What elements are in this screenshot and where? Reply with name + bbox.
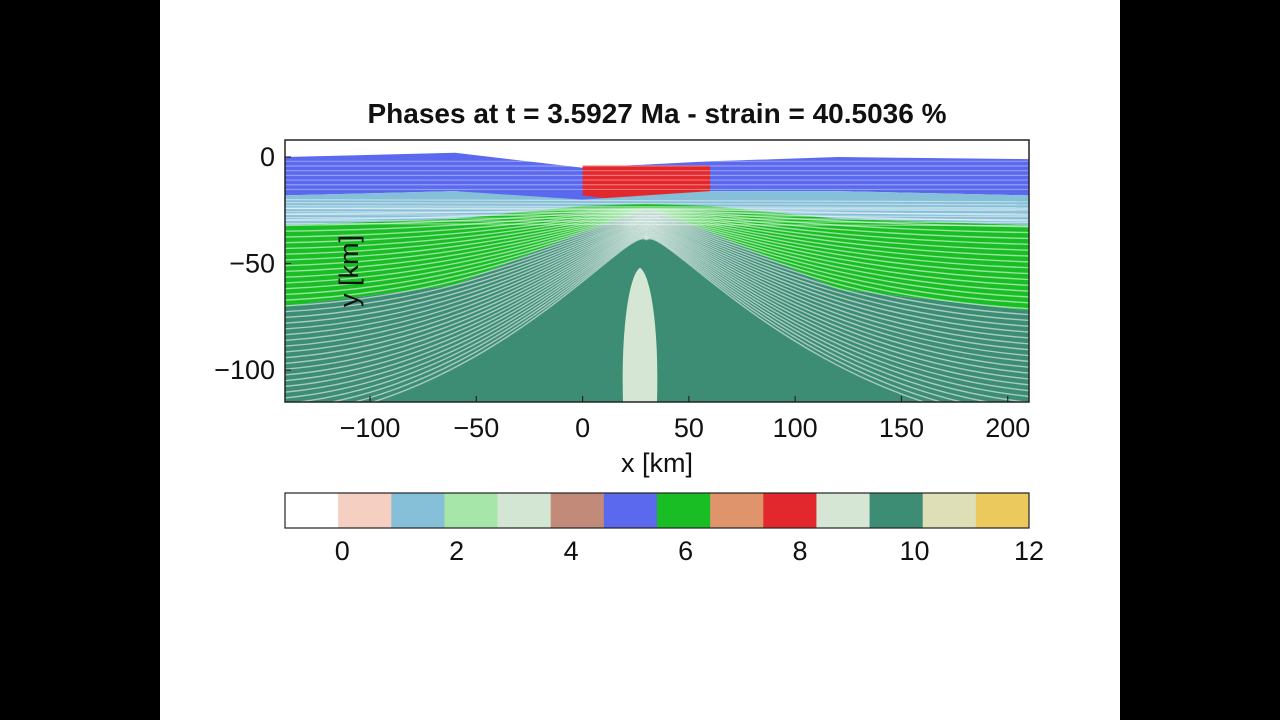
- band-line: [285, 214, 1029, 263]
- y-tick-label: 0: [260, 142, 275, 172]
- band-line: [285, 226, 1029, 345]
- band-line: [285, 218, 1029, 286]
- crust-band-line: [285, 222, 1029, 227]
- band-line: [285, 233, 1029, 392]
- band-line: [370, 237, 927, 402]
- y-tick-label: −50: [229, 249, 275, 279]
- band-line: [285, 214, 1029, 257]
- colorbar-swatch: [922, 493, 977, 528]
- band-line: [285, 228, 1029, 363]
- crust-band-line: [285, 219, 1029, 224]
- crust-band-line: [285, 213, 1029, 218]
- phase-banding: [285, 160, 1029, 402]
- band-line: [285, 213, 1029, 251]
- band-line: [285, 216, 1029, 275]
- colorbar-tick-label: 0: [335, 536, 350, 566]
- colorbar-tick-label: 2: [449, 536, 464, 566]
- colorbar-swatch: [657, 493, 711, 528]
- colorbar-swatch: [338, 493, 392, 528]
- phase-layer-6: [285, 203, 1029, 311]
- band-line: [285, 222, 1029, 316]
- x-tick-label: 0: [575, 413, 590, 443]
- colorbar-tick-label: 8: [793, 536, 808, 566]
- x-tick-label: 150: [879, 413, 924, 443]
- band-line: [285, 221, 1029, 310]
- colorbar-tick-label: 4: [564, 536, 579, 566]
- band-line: [292, 235, 993, 402]
- band-line: [285, 219, 1029, 298]
- x-tick-label: −50: [453, 413, 499, 443]
- crust-band-line: [285, 216, 1029, 221]
- y-axis: 0 −50 −100: [214, 142, 291, 385]
- chart-title: Phases at t = 3.5927 Ma - strain = 40.50…: [367, 98, 946, 129]
- colorbar-swatch: [603, 493, 658, 528]
- y-tick-label: −100: [214, 355, 275, 385]
- colorbar-swatch: [497, 493, 552, 528]
- figure-frame: Phases at t = 3.5927 Ma - strain = 40.50…: [160, 0, 1120, 720]
- colorbar-swatch: [710, 493, 764, 528]
- colorbar: 0 2 4 6 8 10 12: [284, 492, 1044, 566]
- band-line: [285, 232, 1029, 386]
- x-tick-label: −100: [340, 413, 401, 443]
- crust-band-line: [285, 202, 1029, 206]
- plume-core: [622, 267, 658, 402]
- colorbar-swatch: [550, 493, 605, 528]
- band-line: [285, 220, 1029, 304]
- band-line: [285, 223, 1029, 322]
- crust-band-line: [285, 210, 1029, 215]
- band-line: [285, 210, 1029, 234]
- phase-layer-10: [285, 208, 1029, 402]
- crust-band-line: [285, 205, 1029, 209]
- x-tick-label: 200: [985, 413, 1030, 443]
- colorbar-swatch: [816, 493, 871, 528]
- band-line: [285, 225, 1029, 339]
- colorbar-swatch: [391, 493, 445, 528]
- band-line: [285, 233, 1029, 398]
- colorbar-swatch: [763, 493, 817, 528]
- band-line: [285, 223, 1029, 327]
- band-line: [285, 212, 1029, 246]
- band-line: [285, 224, 1029, 333]
- colorbar-tick-label: 6: [678, 536, 693, 566]
- x-tick-label: 50: [674, 413, 704, 443]
- band-line: [285, 231, 1029, 380]
- band-line: [285, 211, 1029, 240]
- x-axis: −100 −50 0 50 100 150 200: [340, 396, 1030, 443]
- crust-band-line: [285, 199, 1029, 203]
- band-line: [285, 209, 1029, 222]
- band-line: [285, 228, 1029, 357]
- band-line: [285, 217, 1029, 281]
- band-line: [327, 236, 965, 402]
- band-line: [285, 230, 1029, 374]
- crust-band-line: [285, 207, 1029, 212]
- colorbar-swatch: [975, 493, 1030, 528]
- y-axis-label: y [km]: [334, 235, 364, 307]
- band-line: [285, 229, 1029, 368]
- band-line: [285, 234, 1029, 402]
- band-line: [285, 227, 1029, 351]
- colorbar-tick-label: 10: [900, 536, 930, 566]
- band-line: [285, 207, 1029, 210]
- x-axis-label: x [km]: [621, 448, 693, 478]
- band-line: [285, 215, 1029, 269]
- band-line: [285, 208, 1029, 216]
- x-tick-label: 100: [773, 413, 818, 443]
- colorbar-swatch: [285, 493, 339, 528]
- colorbar-swatch: [869, 493, 924, 528]
- colorbar-frame: [284, 492, 1030, 529]
- colorbar-tick-label: 12: [1014, 536, 1044, 566]
- band-line: [285, 219, 1029, 292]
- colorbar-swatch: [444, 493, 499, 528]
- phase-plot-figure: Phases at t = 3.5927 Ma - strain = 40.50…: [214, 98, 1044, 566]
- band-line: [285, 209, 1029, 228]
- plot-frame: [284, 139, 1030, 403]
- phase-field: [285, 152, 1029, 402]
